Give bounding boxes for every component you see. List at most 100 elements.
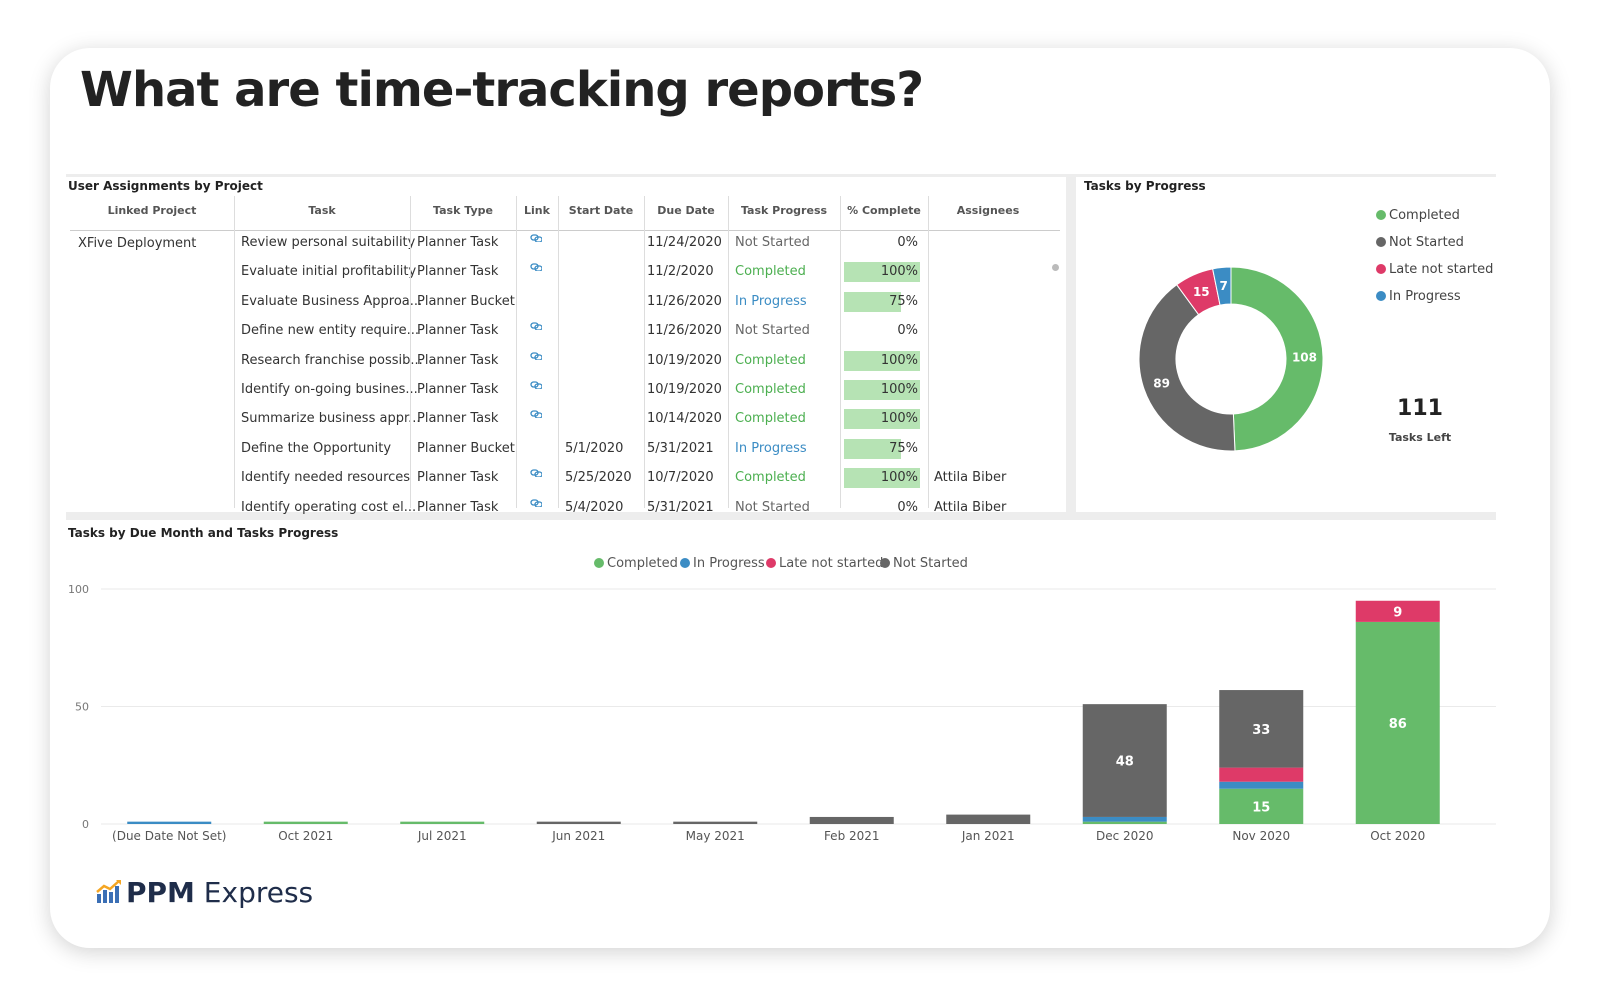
column-header[interactable]: Due Date (657, 204, 715, 217)
table-row[interactable]: Evaluate initial profitability Planner Ta… (70, 259, 1060, 288)
bar-legend-item[interactable]: Completed (594, 556, 678, 571)
column-divider (410, 196, 411, 508)
column-header[interactable]: Link (524, 204, 550, 217)
table-row[interactable]: Identify on-going busines... Planner Task… (70, 377, 1060, 406)
bar-segment-not-started[interactable] (1219, 690, 1304, 768)
task-type-cell: Planner Task (417, 264, 499, 280)
table-row[interactable]: Identify needed resources Planner Task 5/2… (70, 465, 1060, 494)
bar-segment-not-started[interactable] (1082, 704, 1167, 817)
table-row[interactable]: Define the Opportunity Planner Bucket 5/1/… (70, 436, 1060, 465)
table-row[interactable]: Define new entity require... Planner Task… (70, 318, 1060, 347)
linked-project-cell: XFive Deployment (78, 236, 197, 251)
bar-legend-item[interactable]: Late not started (766, 556, 883, 571)
task-cell: Identify operating cost el... (241, 499, 417, 515)
column-divider (928, 196, 929, 508)
bar-segment-not-started[interactable] (946, 814, 1031, 824)
bar-segment-not-started[interactable] (809, 816, 894, 824)
bar-data-label: 86 (1389, 717, 1407, 732)
link-icon[interactable] (530, 263, 542, 272)
legend-label: Not Started (1389, 235, 1464, 250)
percent-complete-value: 100% (880, 411, 918, 427)
donut-legend-item[interactable]: Completed (1376, 208, 1460, 223)
x-tick-label: Oct 2020 (1370, 829, 1425, 843)
due-date-cell: 5/31/2021 (647, 440, 714, 456)
link-icon[interactable] (530, 469, 542, 478)
bar-data-label: 15 (1252, 800, 1270, 815)
task-progress-cell: Not Started (735, 499, 810, 515)
column-divider (558, 196, 559, 508)
link-icon[interactable] (530, 381, 542, 389)
percent-complete-value: 0% (897, 323, 918, 339)
table-row[interactable]: Identify operating cost el... Planner Tas… (70, 495, 1060, 524)
due-date-cell: 11/2/2020 (647, 264, 714, 280)
scrollbar-thumb[interactable] (1052, 264, 1059, 271)
task-progress-cell: Completed (735, 411, 806, 427)
bar-segment-completed[interactable] (1082, 821, 1167, 824)
legend-label: Completed (1389, 208, 1460, 223)
column-header[interactable]: Task Type (433, 204, 493, 217)
top-divider (66, 174, 1496, 177)
donut-slice-in-progress[interactable] (1212, 266, 1232, 306)
x-tick-label: Feb 2021 (824, 829, 880, 843)
bar-segment-in-progress[interactable] (1219, 781, 1304, 789)
legend-dot (1376, 210, 1386, 220)
table-row[interactable]: Review personal suitability Planner Task 1… (70, 230, 1060, 259)
bar-legend-item[interactable]: In Progress (680, 556, 765, 571)
task-type-cell: Planner Task (417, 352, 499, 368)
brand-logo: PPM Express (96, 876, 313, 909)
column-header[interactable]: % Complete (847, 204, 921, 217)
percent-complete-value: 0% (897, 235, 918, 250)
task-progress-cell: Not Started (735, 235, 810, 250)
donut-slice-completed[interactable] (1230, 266, 1324, 452)
column-header[interactable]: Linked Project (107, 204, 197, 217)
link-icon[interactable] (530, 322, 542, 331)
donut-legend-item[interactable]: Not Started (1376, 235, 1464, 250)
link-icon[interactable] (530, 410, 542, 419)
legend-dot (880, 558, 890, 568)
x-tick-label: Jan 2021 (961, 829, 1015, 843)
column-header[interactable]: Assignees (956, 204, 1020, 217)
bar-segment-completed[interactable] (263, 821, 348, 824)
bar-segment-late-not-started[interactable] (1219, 767, 1304, 782)
legend-dot (766, 558, 776, 568)
task-progress-cell: Completed (735, 382, 806, 397)
due-date-cell: 10/7/2020 (647, 470, 714, 486)
link-icon[interactable] (530, 234, 542, 242)
bar-data-label: 33 (1252, 723, 1270, 738)
legend-dot (1376, 237, 1386, 247)
donut-data-label: 108 (1292, 350, 1317, 364)
percent-complete-value: 100% (880, 470, 918, 486)
table-row[interactable]: Evaluate Business Approa... Planner Bucke… (70, 289, 1060, 318)
table-row[interactable]: Research franchise possib... Planner Task… (70, 348, 1060, 377)
bar-segment-late-not-started[interactable] (1355, 600, 1440, 622)
link-icon[interactable] (530, 351, 542, 360)
bar-legend-item[interactable]: Not Started (880, 556, 968, 571)
column-header[interactable]: Task Progress (740, 204, 828, 217)
task-type-cell: Planner Task (417, 499, 499, 515)
column-header[interactable]: Task (308, 204, 336, 217)
link-icon[interactable] (530, 498, 542, 507)
start-date-cell: 5/1/2020 (565, 440, 624, 456)
bar-segment-not-started[interactable] (536, 821, 621, 824)
bar-segment-completed[interactable] (1219, 788, 1304, 824)
task-cell: Research franchise possib... (241, 352, 423, 368)
column-divider (840, 196, 841, 508)
task-type-cell: Planner Task (417, 411, 499, 427)
task-cell: Identify on-going busines... (241, 382, 418, 397)
donut-legend-item[interactable]: Late not started (1376, 262, 1493, 277)
bar-segment-completed[interactable] (1355, 621, 1440, 824)
due-date-cell: 10/19/2020 (647, 382, 722, 397)
task-progress-cell: Not Started (735, 323, 810, 339)
percent-complete-bar (844, 380, 920, 400)
x-tick-label: Oct 2021 (278, 829, 333, 843)
bar-segment-in-progress[interactable] (127, 821, 212, 824)
donut-slice-not-started[interactable] (1138, 284, 1236, 452)
column-header[interactable]: Start Date (568, 204, 634, 217)
y-tick-label: 100 (68, 583, 89, 596)
bar-segment-in-progress[interactable] (1082, 816, 1167, 822)
bar-segment-not-started[interactable] (673, 821, 758, 824)
table-row[interactable]: Summarize business appr... Planner Task 10… (70, 406, 1060, 435)
donut-legend-item[interactable]: In Progress (1376, 289, 1461, 304)
bar-segment-completed[interactable] (400, 821, 485, 824)
legend-label: Late not started (1389, 262, 1494, 277)
